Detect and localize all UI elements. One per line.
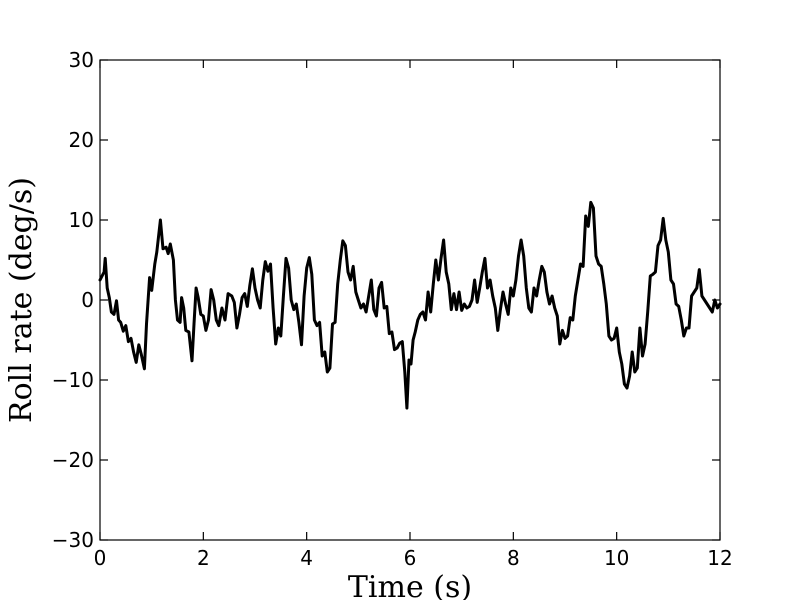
y-tick-label: −30 xyxy=(52,528,94,552)
tick-marks xyxy=(99,59,721,541)
x-axis-title: Time (s) xyxy=(348,570,472,600)
y-tick-label: −10 xyxy=(52,368,94,392)
plot-area xyxy=(98,200,722,410)
plot-frame xyxy=(99,59,721,541)
x-tick-label: 10 xyxy=(604,546,629,570)
x-tick-label: 12 xyxy=(707,546,732,570)
x-tick-label: 2 xyxy=(197,546,210,570)
y-tick-label: 20 xyxy=(69,128,94,152)
x-tick-labels: 0 2 4 6 8 10 12 xyxy=(94,546,733,570)
y-axis-title: Roll rate (deg/s) xyxy=(4,177,39,423)
x-tick-label: 0 xyxy=(94,546,107,570)
y-tick-labels: 30 20 10 0 −10 −20 −30 xyxy=(52,48,94,552)
y-tick-label: 10 xyxy=(69,208,94,232)
x-tick-label: 8 xyxy=(507,546,520,570)
y-tick-label: −20 xyxy=(52,448,94,472)
y-tick-label: 0 xyxy=(81,288,94,312)
x-tick-label: 4 xyxy=(300,546,313,570)
x-tick-label: 6 xyxy=(404,546,417,570)
roll-rate-line xyxy=(98,200,722,410)
y-tick-label: 30 xyxy=(69,48,94,72)
